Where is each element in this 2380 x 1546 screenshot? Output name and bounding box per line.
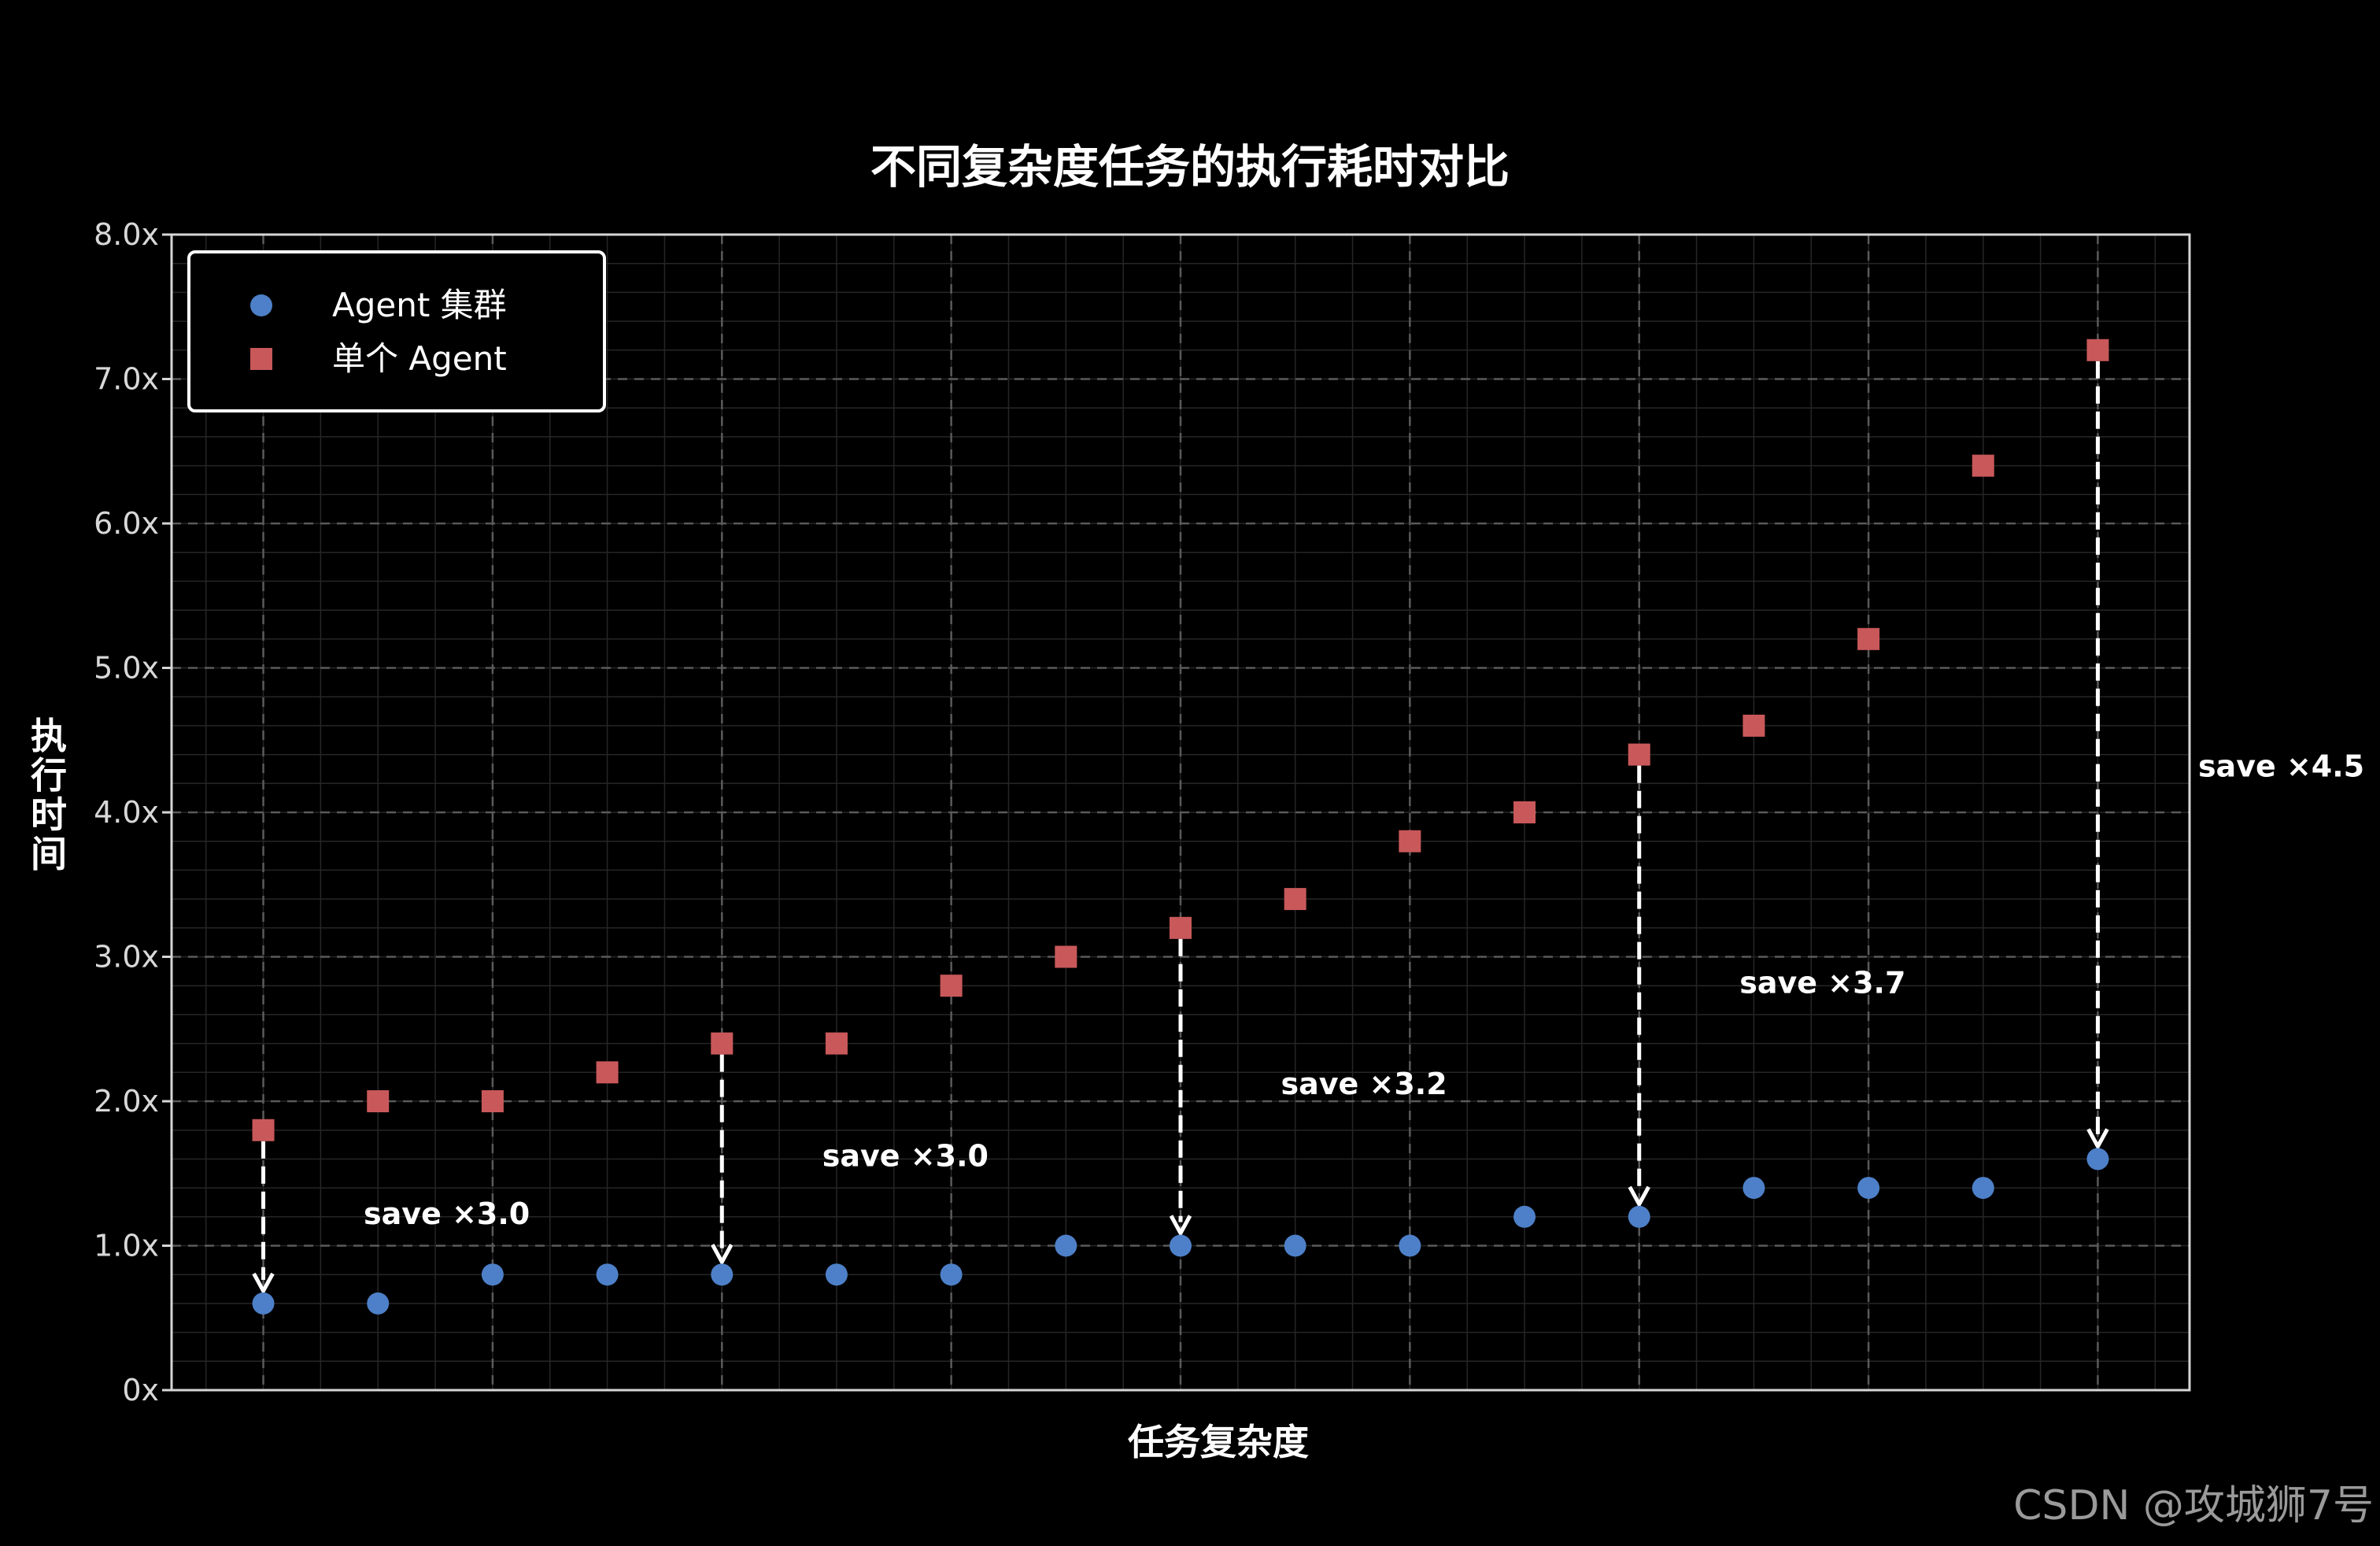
single-agent-point: [711, 1032, 734, 1055]
single-agent-point: [1284, 888, 1306, 911]
data-markers: [252, 338, 2109, 1315]
single-agent-point: [367, 1090, 390, 1112]
y-tick-label: 3.0x: [94, 940, 159, 975]
cluster-point: [1055, 1234, 1077, 1257]
y-axis-label-char: 执: [31, 715, 67, 757]
cluster-point: [711, 1263, 734, 1286]
x-axis-label: 任务复杂度: [1128, 1421, 1309, 1463]
legend-marker-single: [250, 348, 272, 370]
cluster-point: [2086, 1148, 2109, 1171]
cluster-point: [596, 1263, 619, 1286]
y-axis-label-char: 行: [31, 754, 67, 797]
single-agent-point: [1628, 743, 1650, 766]
y-tick-label: 7.0x: [94, 362, 159, 397]
chart-title: 不同复杂度任务的执行耗时对比: [870, 140, 1510, 194]
y-axis-ticks: 0x 1.0x 2.0x 3.0x 4.0x 5.0x 6.0x 7.0x 8.0x: [94, 217, 172, 1407]
single-agent-point: [1513, 801, 1536, 823]
cluster-point: [481, 1263, 504, 1286]
cluster-point: [940, 1263, 963, 1286]
single-agent-point: [1743, 714, 1765, 737]
saving-annotations: save ×3.0 save ×3.0 save ×3.2 save ×3.7 save…: [364, 749, 2364, 1231]
y-tick-label: 1.0x: [94, 1229, 159, 1263]
legend-label-single: 单个 Agent: [332, 339, 507, 378]
cluster-point: [1972, 1177, 1994, 1200]
cluster-point: [1170, 1234, 1192, 1257]
cluster-point: [1284, 1234, 1306, 1257]
saving-annotation: save ×3.2: [1281, 1067, 1447, 1101]
legend: Agent 集群 单个 Agent: [187, 250, 606, 412]
y-tick-label: 4.0x: [94, 795, 159, 830]
saving-annotation: save ×3.0: [822, 1139, 989, 1174]
cluster-point: [367, 1292, 390, 1315]
saving-annotation: save ×4.5: [2198, 749, 2364, 783]
cluster-point: [1743, 1177, 1765, 1200]
legend-marker-cluster: [250, 294, 272, 316]
single-agent-point: [596, 1061, 619, 1084]
single-agent-point: [1972, 454, 1994, 477]
cluster-point: [825, 1263, 848, 1286]
saving-arrow-head: [2086, 1128, 2109, 1151]
single-agent-point: [825, 1032, 848, 1055]
saving-arrows: [252, 361, 2109, 1296]
y-tick-label: 5.0x: [94, 651, 159, 686]
single-agent-point: [252, 1119, 275, 1141]
saving-arrow-head: [1169, 1215, 1192, 1237]
saving-arrow-head: [1628, 1185, 1650, 1209]
cluster-point: [1513, 1205, 1536, 1228]
y-tick-label: 2.0x: [94, 1084, 159, 1119]
single-agent-point: [940, 975, 963, 997]
saving-annotation: save ×3.0: [364, 1196, 530, 1231]
saving-arrow-head: [252, 1272, 275, 1296]
saving-annotation: save ×3.7: [1739, 966, 1905, 1000]
legend-label-cluster: Agent 集群: [332, 286, 507, 324]
y-tick-label: 8.0x: [94, 217, 159, 252]
y-axis-label-char: 间: [31, 833, 67, 875]
legend-box: [187, 250, 606, 412]
single-agent-point: [1857, 627, 1880, 650]
cluster-point: [252, 1292, 275, 1315]
y-tick-label: 6.0x: [94, 506, 159, 541]
cluster-point: [1399, 1234, 1421, 1257]
saving-arrow-head: [711, 1244, 734, 1267]
watermark: CSDN @攻城狮7号: [2013, 1482, 2374, 1529]
cluster-point: [1628, 1205, 1650, 1228]
single-agent-point: [1170, 916, 1192, 939]
single-agent-point: [2086, 338, 2109, 361]
single-agent-point: [481, 1090, 504, 1112]
y-tick-label: 0x: [122, 1373, 159, 1407]
y-axis-label-char: 时: [31, 793, 67, 836]
single-agent-point: [1399, 830, 1421, 853]
single-agent-point: [1055, 945, 1077, 968]
cluster-point: [1857, 1177, 1880, 1200]
